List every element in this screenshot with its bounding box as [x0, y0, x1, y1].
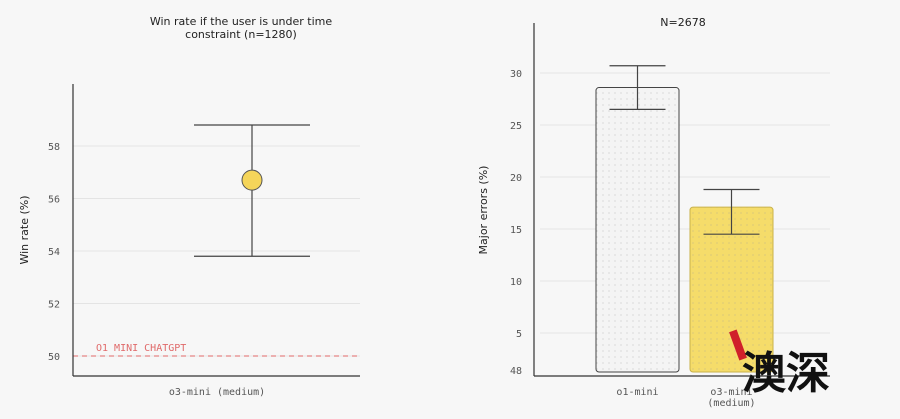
y-tick-label: 15 [510, 225, 522, 236]
y-tick-label: 58 [48, 142, 60, 153]
y-tick-label: 50 [48, 352, 60, 363]
chart-title: constraint (n=1280) [185, 28, 297, 41]
watermark-logo: 澳深 [742, 348, 830, 399]
reference-line-label: O1 MINI CHATGPT [96, 343, 186, 354]
x-tick-label: o3-mini [710, 387, 752, 398]
y-tick-label: 5 [516, 329, 522, 340]
data-point [241, 169, 263, 191]
y-tick-label: 56 [48, 195, 60, 206]
y-tick-label: 20 [510, 173, 522, 184]
watermark-accent [729, 329, 747, 361]
y-axis-label: Major errors (%) [477, 166, 490, 255]
y-tick-label: 25 [510, 121, 522, 132]
bar-texture [690, 207, 773, 372]
x-tick-label: o3-mini (medium) [169, 387, 265, 398]
x-tick-label: o1-mini [616, 387, 658, 398]
chart-title: N=2678 [660, 16, 705, 29]
y-tick-label: 54 [48, 247, 60, 258]
y-tick-label: 52 [48, 300, 60, 311]
y-tick-label: 30 [510, 69, 522, 80]
y-tick-label: 10 [510, 277, 522, 288]
chart-title: Win rate if the user is under time [150, 15, 333, 28]
y-axis-label: Win rate (%) [18, 195, 31, 264]
y-tick-label: 48 [510, 366, 522, 377]
x-tick-label: (medium) [707, 398, 755, 409]
bar-texture [596, 87, 679, 372]
